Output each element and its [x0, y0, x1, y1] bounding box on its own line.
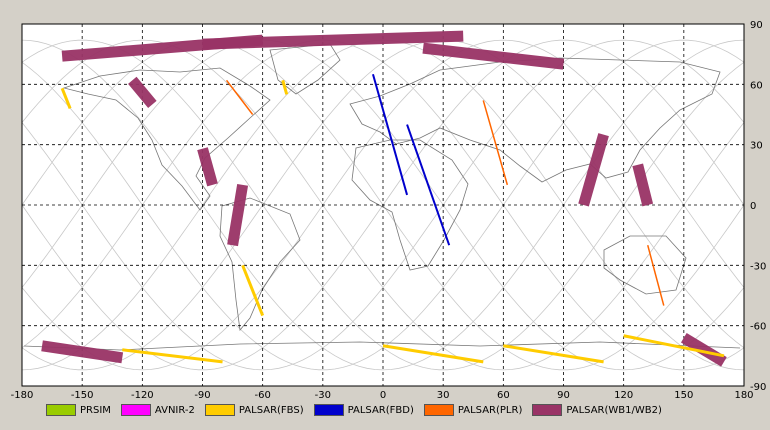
y-tick-label: -30: [750, 261, 766, 272]
swath-fbs: [281, 79, 289, 95]
swath-wb: [680, 333, 727, 367]
swath-plr: [647, 245, 665, 306]
legend-label-palsar-wb: PALSAR(WB1/WB2): [566, 404, 662, 416]
swath-fbs: [382, 344, 484, 364]
y-tick-label: 0: [750, 201, 756, 212]
legend-label-palsar-fbs: PALSAR(FBS): [238, 404, 304, 416]
legend-item-palsar-wb: PALSAR(WB1/WB2): [532, 404, 662, 416]
x-tick-label: 180: [734, 390, 753, 401]
x-tick-label: 60: [497, 390, 510, 401]
y-tick-label: 30: [750, 141, 763, 152]
legend: PRSIM AVNIR-2 PALSAR(FBS) PALSAR(FBD) PA…: [46, 401, 746, 419]
legend-label-palsar-fbd: PALSAR(FBD): [347, 404, 414, 416]
swath-fbs: [122, 348, 223, 364]
map-border: [21, 23, 745, 387]
x-tick-label: -30: [315, 390, 331, 401]
swath-fbd: [406, 124, 451, 246]
legend-swatch-avnir2: [120, 404, 151, 416]
swath-wb: [632, 163, 654, 207]
legend-label-prsim: PRSIM: [80, 404, 111, 416]
swath-wb: [422, 42, 565, 70]
australia-outline: [603, 235, 687, 295]
x-tick-label: 120: [614, 390, 633, 401]
y-tick-label: -60: [750, 322, 766, 333]
y-tick-label: 60: [750, 80, 763, 91]
legend-item-prsim: PRSIM: [46, 404, 111, 416]
legend-swatch-palsar-plr: [423, 404, 454, 416]
legend-item-palsar-plr: PALSAR(PLR): [423, 404, 523, 416]
swath-fbs: [60, 87, 72, 110]
antarctica-outline: [23, 341, 741, 351]
y-tick-label: -90: [750, 382, 766, 393]
observation-swaths: [41, 30, 727, 367]
south-america-outline: [219, 197, 301, 331]
legend-swatch-palsar-fbd: [313, 404, 344, 416]
swath-plr: [225, 79, 254, 115]
orbit-track: [21, 39, 745, 371]
legend-item-palsar-fbd: PALSAR(FBD): [313, 404, 414, 416]
axis-ticks: -180 -150 -120 -90 -60 -30 0 30 60 90 120 150 180 90 6…: [11, 20, 767, 401]
swath-fbs: [623, 334, 725, 358]
x-tick-label: -120: [131, 390, 154, 401]
africa-outline: [351, 139, 469, 271]
north-america-outline: [62, 67, 271, 211]
legend-item-avnir2: AVNIR-2: [120, 404, 195, 416]
swath-wb: [578, 133, 609, 207]
x-tick-label: 90: [557, 390, 570, 401]
y-tick-label: 90: [750, 20, 763, 31]
swath-wb: [41, 340, 124, 364]
swath-wb: [128, 76, 157, 108]
x-tick-label: -60: [254, 390, 270, 401]
swath-fbd: [372, 74, 409, 196]
x-tick-label: -90: [194, 390, 210, 401]
x-tick-label: 150: [674, 390, 693, 401]
legend-item-palsar-fbs: PALSAR(FBS): [204, 404, 304, 416]
swath-fbs: [503, 344, 604, 364]
legend-swatch-prsim: [46, 404, 76, 416]
legend-label-avnir2: AVNIR-2: [154, 404, 195, 416]
legend-label-palsar-plr: PALSAR(PLR): [457, 404, 523, 416]
x-tick-label: 30: [437, 390, 450, 401]
x-tick-label: -180: [11, 390, 34, 401]
x-tick-label: 0: [380, 390, 386, 401]
swath-plr: [482, 100, 509, 186]
swath-wb: [227, 183, 249, 247]
swath-wb: [197, 147, 218, 187]
swath-wb: [202, 30, 464, 50]
legend-swatch-palsar-fbs: [204, 404, 235, 416]
legend-swatch-palsar-wb: [532, 404, 563, 416]
x-tick-label: -150: [71, 390, 94, 401]
swath-fbs: [241, 264, 265, 317]
